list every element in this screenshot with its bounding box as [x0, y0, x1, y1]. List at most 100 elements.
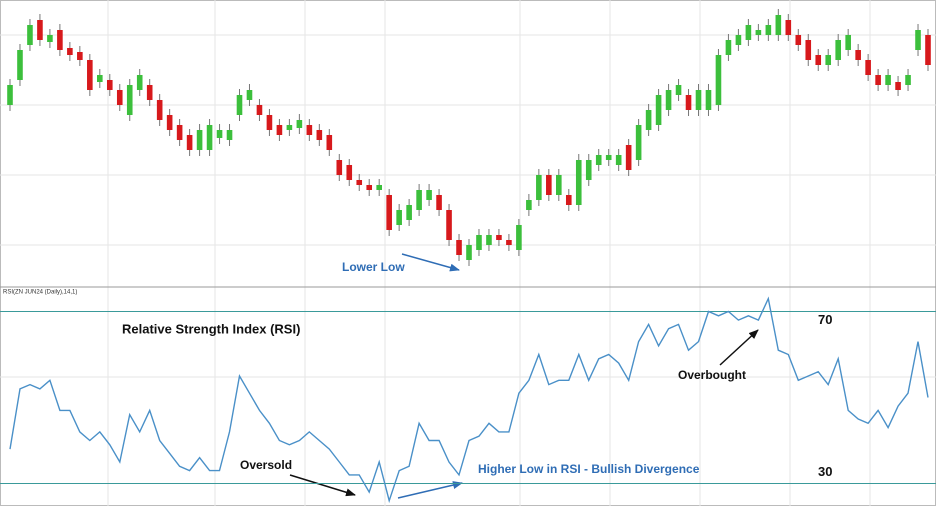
candle-body [396, 210, 402, 225]
candle-body [376, 185, 382, 190]
candle-body [715, 55, 722, 105]
candle-body [855, 50, 861, 60]
candle-body [605, 155, 612, 160]
candle-body [136, 75, 143, 90]
candle-body [865, 60, 871, 75]
candle-body [496, 235, 502, 240]
candle-body [466, 245, 472, 260]
candle-body [196, 130, 203, 150]
candle-body [526, 200, 532, 210]
candle-body [266, 115, 273, 130]
annotation: Oversold [240, 458, 292, 472]
candle-body [685, 95, 692, 110]
candle-body [47, 35, 53, 42]
candle-body [735, 35, 742, 45]
candle-body [156, 100, 163, 120]
candle-body [546, 175, 552, 195]
candle-body [306, 125, 313, 135]
candle-body [126, 85, 133, 115]
candle-body [745, 25, 752, 40]
candle-body [146, 85, 153, 100]
candle-body [795, 35, 802, 45]
y-tick-label: 30 [818, 464, 832, 479]
candle-body [57, 30, 63, 50]
candle-body [565, 195, 572, 205]
indicator-label: RSI(ZN JUN24 (Daily),14,1) [3, 290, 77, 296]
candle-body [226, 130, 233, 140]
annotation: Overbought [678, 368, 746, 382]
candle-body [575, 160, 582, 205]
candle-body [436, 195, 442, 210]
candle-body [236, 95, 243, 115]
candle-body [755, 30, 762, 35]
candle-body [885, 75, 891, 85]
rsi-title: Relative Strength Index (RSI) [122, 321, 300, 336]
candle-body [37, 20, 43, 40]
annotation-arrow [289, 474, 356, 497]
candle-body [476, 235, 482, 250]
candle-body [27, 25, 33, 45]
candle-body [665, 90, 672, 110]
candle-body [486, 235, 492, 245]
candle-body [286, 125, 293, 130]
candle-body [765, 25, 772, 35]
candle-body [97, 75, 103, 82]
candle-body [426, 190, 432, 200]
candle-body [366, 185, 373, 190]
candle-body [705, 90, 712, 110]
candle-body [645, 110, 652, 130]
candle-body [386, 195, 392, 230]
candle-body [116, 90, 123, 105]
y-tick-label: 70 [818, 312, 832, 327]
candle-body [276, 125, 283, 135]
candle-body [625, 145, 632, 170]
annotation: Higher Low in RSI - Bullish Divergence [478, 462, 700, 476]
candle-body [925, 35, 931, 65]
annotation: Lower Low [342, 260, 405, 274]
candle-body [915, 30, 921, 50]
candle-body [246, 90, 253, 100]
candle-body [556, 175, 562, 195]
candle-body [675, 85, 682, 95]
annotation-arrow [719, 329, 759, 366]
candle-body [775, 15, 782, 35]
candle-body [206, 125, 213, 150]
candle-body [216, 130, 223, 138]
candle-body [895, 82, 901, 90]
candle-body [655, 95, 662, 125]
candle-body [186, 135, 193, 150]
candle-body [615, 155, 622, 165]
candle-body [456, 240, 462, 255]
candle-body [595, 155, 602, 165]
annotation-arrow [401, 253, 460, 272]
candle-body [7, 85, 13, 105]
candle-body [805, 40, 812, 60]
candle-body [506, 240, 512, 245]
candle-body [316, 130, 323, 140]
candle-body [87, 60, 93, 90]
candle-body [77, 52, 83, 60]
candle-body [825, 55, 832, 65]
candle-body [106, 80, 113, 90]
candle-body [585, 160, 592, 180]
candle-body [176, 125, 183, 140]
candle-body [835, 40, 841, 60]
candle-body [905, 75, 911, 85]
candle-body [875, 75, 881, 85]
candle-body [695, 90, 702, 110]
candle-body [17, 50, 23, 80]
candle-body [725, 40, 732, 55]
candle-body [67, 48, 73, 55]
candle-body [166, 115, 173, 130]
candle-body [815, 55, 822, 65]
candle-body [336, 160, 343, 175]
candle-body [785, 20, 792, 35]
annotation-arrow [397, 481, 463, 499]
candle-body [256, 105, 263, 115]
candle-body [845, 35, 851, 50]
candle-body [406, 205, 412, 220]
candle-body [416, 190, 422, 210]
candle-body [516, 225, 522, 250]
